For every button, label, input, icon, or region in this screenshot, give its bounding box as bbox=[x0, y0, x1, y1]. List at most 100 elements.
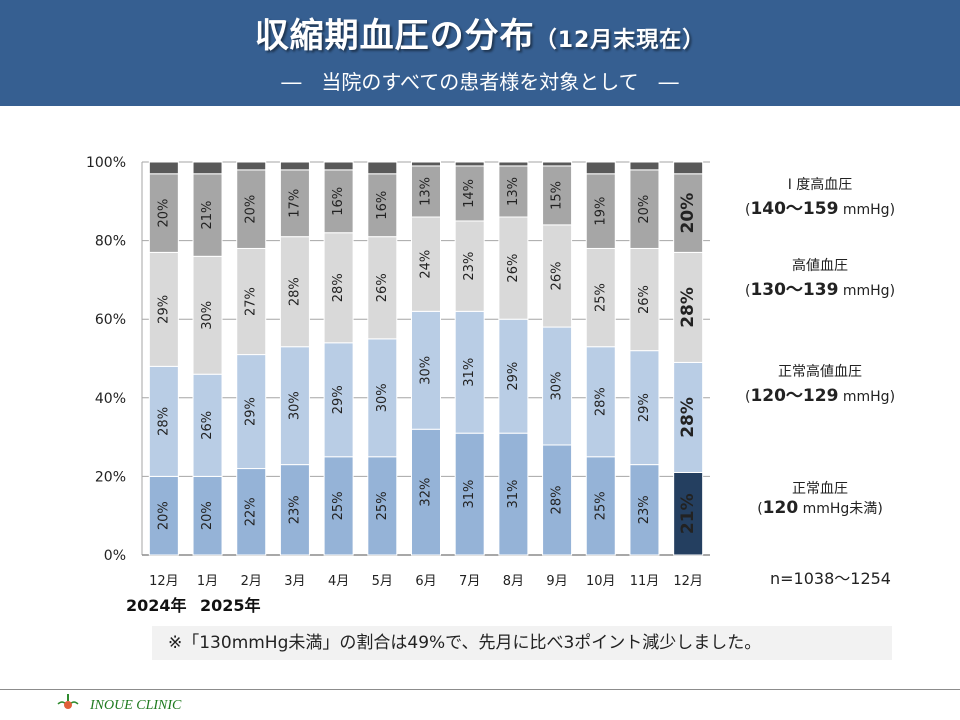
bar-segment-grade2plus bbox=[585, 161, 616, 175]
bar-segment-elevated bbox=[542, 224, 573, 328]
bar-segment-elevated bbox=[148, 251, 179, 367]
bar-segment-normal bbox=[148, 475, 179, 556]
bar-segment-elevated bbox=[411, 216, 441, 312]
bar-segment-elevated bbox=[673, 251, 704, 363]
bar-segment-elevated bbox=[279, 236, 310, 348]
bar-segment-grade1 bbox=[673, 173, 704, 253]
data-label: 28% bbox=[593, 387, 608, 416]
data-label: 17% bbox=[287, 189, 302, 218]
sample-size-label: n=1038〜1254 bbox=[770, 569, 891, 588]
data-label: 28% bbox=[287, 277, 302, 306]
legend-grade1-name: I 度高血圧 bbox=[787, 177, 853, 193]
bar-segment-grade2plus bbox=[367, 161, 398, 175]
summary-note: ※「130mmHg未満」の割合は49%で、先月に比べ3ポイント減少しました。 bbox=[152, 626, 892, 660]
data-label: 29% bbox=[331, 385, 346, 414]
bar-segment-elevated bbox=[585, 247, 616, 348]
data-label: 32% bbox=[419, 478, 434, 507]
title-suffix: （12月末現在） bbox=[534, 28, 706, 53]
bar-segment-grade2plus bbox=[192, 161, 223, 175]
data-label: 29% bbox=[244, 397, 259, 426]
clinic-name: INOUE CLINIC bbox=[90, 698, 182, 713]
legend-grade1-range: (140〜159 mmHg) bbox=[744, 199, 896, 219]
bar-segment-grade1 bbox=[236, 169, 267, 249]
data-label: 20% bbox=[200, 501, 215, 530]
legend-elevated-name: 高値血圧 bbox=[792, 258, 848, 274]
bar-segment-normal-high bbox=[673, 361, 704, 473]
x-tick-label: 2月 bbox=[241, 574, 262, 589]
x-tick-label: 12月 bbox=[149, 574, 179, 589]
bar-segment-normal-high bbox=[629, 350, 660, 466]
legend-grade1: I 度高血圧 (140〜159 mmHg) bbox=[720, 174, 920, 219]
data-label: 25% bbox=[593, 491, 608, 520]
bar-segment-grade2plus bbox=[498, 161, 529, 167]
data-label: 21% bbox=[200, 201, 215, 230]
y-tick-label: 100% bbox=[86, 155, 126, 171]
data-label: 30% bbox=[375, 383, 390, 412]
x-tick-label: 8月 bbox=[503, 574, 524, 589]
data-label: 26% bbox=[375, 273, 390, 302]
data-label: 13% bbox=[506, 177, 521, 206]
data-label: 26% bbox=[506, 254, 521, 283]
data-label: 30% bbox=[287, 391, 302, 420]
bar-segment-grade2plus bbox=[236, 161, 267, 171]
x-tick-label: 9月 bbox=[546, 574, 567, 589]
bar-segment-grade1 bbox=[323, 169, 354, 234]
data-label: 25% bbox=[375, 491, 390, 520]
data-label: 31% bbox=[462, 358, 477, 387]
data-label: 30% bbox=[419, 356, 434, 385]
bar-segment-grade1 bbox=[629, 169, 660, 249]
legend-normal-name: 正常血圧 bbox=[792, 481, 848, 497]
y-tick-label: 40% bbox=[95, 391, 126, 407]
data-label: 29% bbox=[506, 362, 521, 391]
data-label: 26% bbox=[637, 285, 652, 314]
bar-segment-normal bbox=[498, 432, 529, 556]
data-label: 31% bbox=[506, 480, 521, 509]
data-label: 15% bbox=[550, 181, 565, 210]
data-label: 30% bbox=[550, 372, 565, 401]
bar-segment-normal-high bbox=[367, 338, 398, 458]
x-tick-label: 11月 bbox=[630, 574, 660, 589]
legend-elevated-range: (130〜139 mmHg) bbox=[744, 280, 896, 300]
bar-segment-normal-high bbox=[411, 310, 441, 430]
bar-segment-grade2plus bbox=[279, 161, 310, 171]
bar-segment-elevated bbox=[498, 216, 529, 320]
bar-segment-normal-high bbox=[192, 373, 223, 477]
data-label: 24% bbox=[419, 250, 434, 279]
bar-segment-normal-high bbox=[585, 346, 616, 458]
bar-segment-normal bbox=[673, 471, 704, 556]
bar-segment-normal bbox=[323, 456, 354, 556]
x-tick-label: 6月 bbox=[415, 574, 436, 589]
bar-segment-normal bbox=[629, 464, 660, 556]
data-label: 23% bbox=[462, 252, 477, 281]
data-label: 20% bbox=[637, 195, 652, 224]
data-label: 21% bbox=[678, 493, 698, 534]
year-label-2024: 2024年 bbox=[126, 596, 187, 615]
data-label: 30% bbox=[200, 301, 215, 330]
y-tick-label: 0% bbox=[104, 548, 126, 564]
bar-segment-normal bbox=[192, 475, 223, 556]
x-tick-label: 10月 bbox=[586, 574, 616, 589]
bar-segment-normal bbox=[411, 428, 441, 556]
legend-normal-high-name: 正常高値血圧 bbox=[778, 364, 862, 380]
data-label: 20% bbox=[244, 195, 259, 224]
header-banner: 収縮期血圧の分布（12月末現在） ― 当院のすべての患者様を対象として ― bbox=[0, 0, 960, 106]
data-label: 20% bbox=[678, 193, 698, 234]
data-label: 22% bbox=[244, 497, 259, 526]
bar-segment-normal bbox=[279, 464, 310, 556]
page-title: 収縮期血圧の分布（12月末現在） bbox=[0, 8, 960, 57]
bar-segment-grade2plus bbox=[454, 161, 485, 167]
data-label: 16% bbox=[331, 187, 346, 216]
data-label: 28% bbox=[331, 273, 346, 302]
data-label: 26% bbox=[200, 411, 215, 440]
bar-segment-normal bbox=[367, 456, 398, 556]
bar-segment-grade1 bbox=[585, 173, 616, 249]
bar-segment-elevated bbox=[323, 232, 354, 344]
bar-segment-elevated bbox=[629, 247, 660, 352]
bar-segment-normal bbox=[236, 468, 267, 556]
bar-segment-grade2plus bbox=[629, 161, 660, 171]
data-label: 31% bbox=[462, 480, 477, 509]
data-label: 23% bbox=[637, 495, 652, 524]
bar-segment-normal bbox=[585, 456, 616, 556]
data-label: 13% bbox=[419, 177, 434, 206]
x-tick-label: 4月 bbox=[328, 574, 349, 589]
